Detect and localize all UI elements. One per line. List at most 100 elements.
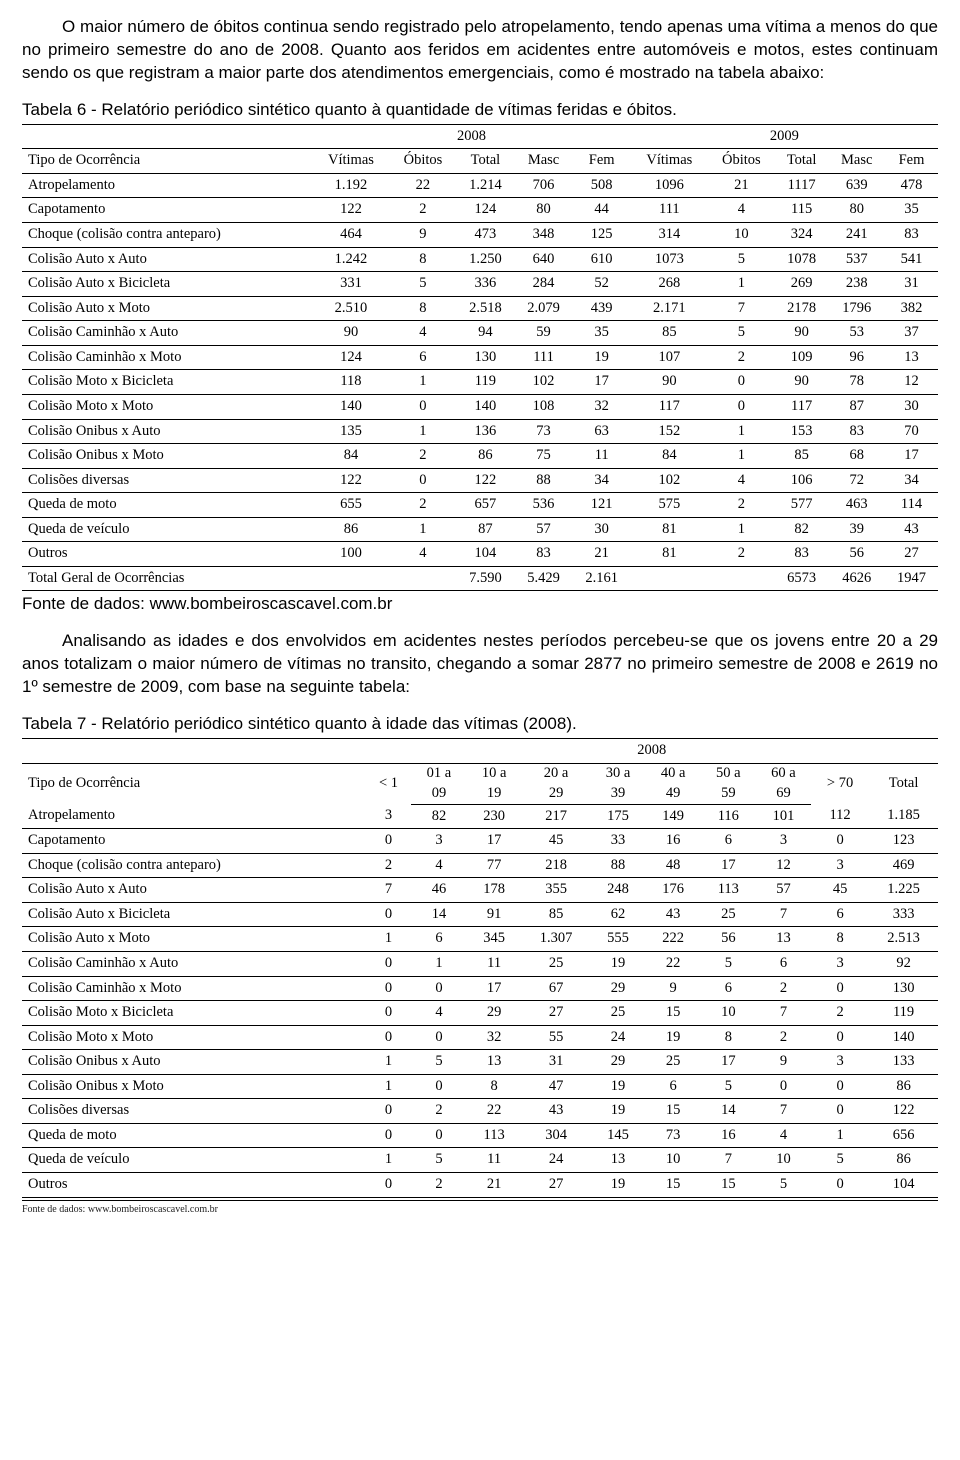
table6-cell: 1947	[885, 566, 938, 591]
table6-cell-type: Colisão Onibus x Auto	[22, 419, 312, 444]
table-row: Colisão Auto x Moto163451.30755522256138…	[22, 927, 938, 952]
table7-cell: 345	[467, 927, 522, 952]
table6-col-5: Vítimas	[631, 149, 708, 174]
table6-cell: 152	[631, 419, 708, 444]
table7-cell: 62	[590, 902, 645, 927]
table6-cell: 57	[514, 517, 572, 542]
table6-cell: 86	[456, 444, 514, 469]
table7-cell: 7	[756, 902, 811, 927]
table7-col-top-6: 50 a	[701, 763, 756, 783]
table7-cell: 0	[366, 1173, 412, 1198]
table6-cell-type: Total Geral de Ocorrências	[22, 566, 312, 591]
table7-cell: 43	[522, 1099, 591, 1124]
table7-cell: 112	[811, 804, 869, 829]
table7-cell: 1.185	[869, 804, 938, 829]
table6-cell: 82	[775, 517, 829, 542]
table6-cell: 0	[390, 394, 457, 419]
table7-cell: 5	[411, 1050, 466, 1075]
table6-cell: 73	[514, 419, 572, 444]
table7-cell: 0	[366, 902, 412, 927]
table6-cell: 32	[573, 394, 631, 419]
table7-cell: 333	[869, 902, 938, 927]
table6-cell: 104	[456, 542, 514, 567]
table6-cell: 6573	[775, 566, 829, 591]
table6-cell: 96	[829, 345, 885, 370]
table7-cell: 122	[869, 1099, 938, 1124]
table7-cell: 2	[811, 1001, 869, 1026]
table6-cell: 2	[708, 542, 775, 567]
table6-cell: 108	[514, 394, 572, 419]
table6-cell: 336	[456, 272, 514, 297]
table7-cell: 230	[467, 804, 522, 829]
table7-cell: 14	[701, 1099, 756, 1124]
table6-cell: 0	[708, 370, 775, 395]
table6-cell: 4626	[829, 566, 885, 591]
table6-cell: 35	[573, 321, 631, 346]
table6-cell: 83	[829, 419, 885, 444]
table7-cell: 8	[467, 1074, 522, 1099]
table7-cell-type: Colisão Caminhão x Auto	[22, 951, 366, 976]
table6-cell: 39	[829, 517, 885, 542]
table7-col-bot-4: 39	[590, 784, 645, 804]
table6-cell: 111	[631, 198, 708, 223]
table6-cell: 5	[708, 247, 775, 272]
table-row: Atropelamento3822302171751491161011121.1…	[22, 804, 938, 829]
table7-cell: 1.307	[522, 927, 591, 952]
table7-cell: 25	[590, 1001, 645, 1026]
table6-cell: 52	[573, 272, 631, 297]
table7-cell: 3	[811, 1050, 869, 1075]
table7-cell: 22	[467, 1099, 522, 1124]
table7-cell: 2	[756, 976, 811, 1001]
table7: 2008Tipo de Ocorrência< 101 a10 a20 a30 …	[22, 738, 938, 1197]
table7-cell: 0	[366, 976, 412, 1001]
table7-cell: 116	[701, 804, 756, 829]
table6-cell: 1	[708, 517, 775, 542]
table-row: Colisão Caminhão x Auto90494593585590533…	[22, 321, 938, 346]
table7-cell: 0	[811, 976, 869, 1001]
table7-cell: 0	[811, 1099, 869, 1124]
table6-cell: 2.171	[631, 296, 708, 321]
table6-cell: 655	[312, 493, 389, 518]
table7-cell: 10	[646, 1148, 701, 1173]
table7-cell: 1	[366, 927, 412, 952]
table6-cell: 78	[829, 370, 885, 395]
table6-cell: 70	[885, 419, 938, 444]
table7-col-bot-2: 19	[467, 784, 522, 804]
table6-cell: 125	[573, 223, 631, 248]
table7-cell: 5	[701, 1074, 756, 1099]
table-row: Colisão Auto x Bicicleta3315336284522681…	[22, 272, 938, 297]
table6-cell: 114	[885, 493, 938, 518]
table7-cell-type: Colisão Auto x Bicicleta	[22, 902, 366, 927]
table7-cell: 469	[869, 853, 938, 878]
table7-cell: 91	[467, 902, 522, 927]
table6-cell: 284	[514, 272, 572, 297]
table-row: Colisão Auto x Auto1.24281.2506406101073…	[22, 247, 938, 272]
table7-cell: 149	[646, 804, 701, 829]
table6-col-6: Óbitos	[708, 149, 775, 174]
intro-paragraph-1: O maior número de óbitos continua sendo …	[22, 16, 938, 85]
table6-cell-type: Colisão Auto x Bicicleta	[22, 272, 312, 297]
table7-cell-type: Colisão Moto x Moto	[22, 1025, 366, 1050]
table6-cell: 90	[775, 321, 829, 346]
table6-year-2009: 2009	[631, 124, 938, 149]
table-row: Choque (colisão contra anteparo)46494733…	[22, 223, 938, 248]
table7-cell: 77	[467, 853, 522, 878]
table7-cell: 555	[590, 927, 645, 952]
table-row: Colisão Moto x Bicicleta1181119102179009…	[22, 370, 938, 395]
table7-cell: 304	[522, 1123, 591, 1148]
table6-cell: 135	[312, 419, 389, 444]
table-row: Outros02212719151550104	[22, 1173, 938, 1198]
table6-cell-type: Colisão Caminhão x Moto	[22, 345, 312, 370]
table6-cell: 8	[390, 296, 457, 321]
table6-cell: 4	[390, 321, 457, 346]
table6-cell: 130	[456, 345, 514, 370]
table7-cell-type: Capotamento	[22, 829, 366, 854]
table6-col-9: Fem	[885, 149, 938, 174]
table7-cell: 145	[590, 1123, 645, 1148]
table7-col-8: > 70	[811, 763, 869, 804]
table6-cell-type: Queda de moto	[22, 493, 312, 518]
table6-cell: 56	[829, 542, 885, 567]
table6-cell: 117	[631, 394, 708, 419]
table7-cell: 248	[590, 878, 645, 903]
table6-cell: 610	[573, 247, 631, 272]
